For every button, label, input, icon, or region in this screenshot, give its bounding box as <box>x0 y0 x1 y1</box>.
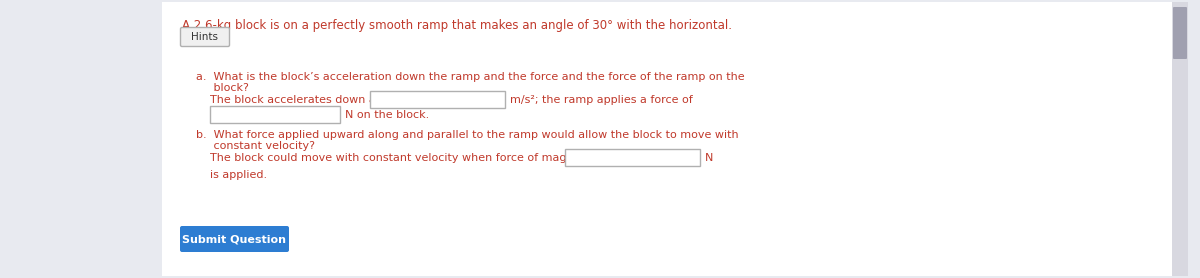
Bar <box>1172 2 1188 276</box>
Text: is applied.: is applied. <box>210 170 268 180</box>
Text: constant velocity?: constant velocity? <box>196 141 314 151</box>
Text: a.  What is the block’s acceleration down the ramp and the force and the force o: a. What is the block’s acceleration down… <box>196 72 745 82</box>
Text: N on the block.: N on the block. <box>346 110 430 120</box>
Text: Submit Question: Submit Question <box>182 234 286 244</box>
FancyBboxPatch shape <box>180 226 289 252</box>
Bar <box>565 149 700 166</box>
Bar <box>370 91 505 108</box>
Bar <box>162 2 1172 276</box>
Text: block?: block? <box>196 83 248 93</box>
FancyBboxPatch shape <box>1174 7 1187 59</box>
Text: N: N <box>706 153 713 163</box>
Bar <box>210 106 340 123</box>
FancyBboxPatch shape <box>180 28 229 46</box>
Text: Hints: Hints <box>192 32 218 42</box>
Text: m/s²; the ramp applies a force of: m/s²; the ramp applies a force of <box>510 95 692 105</box>
Text: A 2.6-kg block is on a perfectly smooth ramp that makes an angle of 30° with the: A 2.6-kg block is on a perfectly smooth … <box>182 19 732 32</box>
Text: The block accelerates down at: The block accelerates down at <box>210 95 380 105</box>
Text: b.  What force applied upward along and parallel to the ramp would allow the blo: b. What force applied upward along and p… <box>196 130 739 140</box>
Text: The block could move with constant velocity when force of magnitude: The block could move with constant veloc… <box>210 153 602 163</box>
